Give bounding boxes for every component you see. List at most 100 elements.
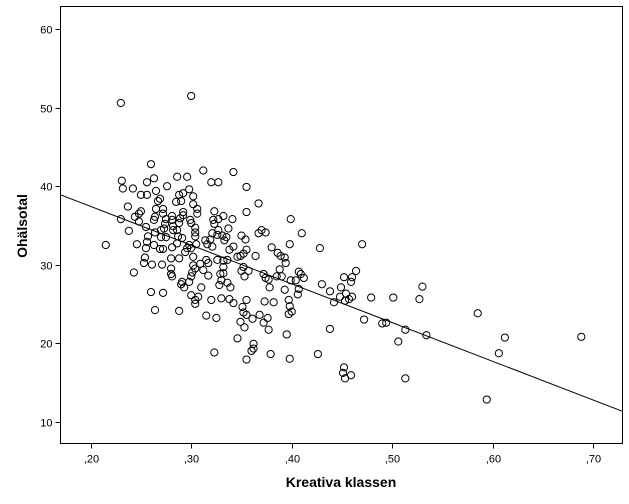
- data-point: [208, 242, 217, 251]
- data-point: [124, 226, 133, 235]
- data-point: [187, 272, 196, 281]
- data-point: [185, 277, 194, 286]
- data-point: [241, 235, 250, 244]
- data-point: [149, 240, 159, 250]
- data-point: [294, 284, 303, 294]
- data-point: [226, 283, 235, 292]
- data-point: [264, 275, 273, 284]
- x-tick-label: ,40: [285, 454, 300, 466]
- data-point: [175, 218, 184, 228]
- data-point: [473, 309, 482, 318]
- regression-line: [60, 194, 623, 412]
- data-point: [389, 293, 398, 302]
- data-point: [141, 222, 151, 232]
- data-point: [394, 337, 403, 346]
- data-point: [191, 232, 200, 241]
- data-point: [242, 207, 251, 217]
- data-point: [313, 349, 322, 359]
- data-point: [291, 276, 300, 285]
- x-tick-label: ,50: [385, 454, 400, 466]
- data-point: [276, 251, 285, 261]
- data-point: [191, 223, 200, 232]
- data-point: [215, 280, 224, 290]
- data-point: [219, 211, 228, 221]
- data-point: [294, 267, 303, 276]
- data-point: [187, 244, 196, 253]
- data-point: [176, 214, 185, 223]
- data-point: [167, 215, 177, 225]
- y-tick-label: 50: [40, 104, 52, 116]
- data-point: [224, 224, 233, 233]
- data-point: [169, 225, 178, 235]
- plot-frame: [60, 6, 623, 444]
- data-point: [238, 302, 247, 312]
- data-point: [339, 363, 349, 372]
- data-point: [263, 313, 272, 323]
- data-point: [247, 346, 256, 356]
- data-point: [293, 290, 302, 299]
- x-tick-label: ,30: [184, 454, 199, 466]
- data-point: [147, 260, 157, 269]
- data-point: [240, 272, 249, 281]
- data-point: [175, 306, 184, 316]
- data-point: [132, 240, 142, 249]
- data-point: [191, 228, 200, 237]
- data-point: [162, 182, 172, 191]
- data-point: [199, 166, 208, 175]
- data-point: [336, 283, 346, 292]
- data-point: [158, 204, 168, 214]
- data-point: [197, 283, 206, 292]
- data-point: [204, 271, 213, 280]
- data-point: [210, 207, 219, 216]
- data-point: [282, 330, 291, 339]
- data-point: [172, 197, 181, 206]
- data-point: [183, 172, 192, 181]
- data-point: [185, 185, 194, 194]
- data-point: [242, 182, 251, 192]
- data-point: [189, 192, 198, 201]
- data-point: [254, 199, 263, 208]
- data-point: [338, 368, 348, 377]
- data-point: [146, 160, 156, 169]
- x-tick-label: ,60: [486, 454, 501, 466]
- data-point: [204, 258, 213, 268]
- data-point: [351, 266, 361, 275]
- data-point: [261, 228, 270, 237]
- data-point: [219, 262, 228, 272]
- data-point: [117, 176, 126, 185]
- data-point: [482, 395, 491, 404]
- data-point: [236, 317, 245, 326]
- data-point: [347, 292, 357, 301]
- data-point: [158, 288, 168, 297]
- data-point: [265, 283, 274, 292]
- data-point: [382, 318, 391, 327]
- data-point: [209, 215, 218, 225]
- data-point: [210, 348, 219, 357]
- x-axis-title: Kreativa klassen: [286, 474, 397, 490]
- data-point: [153, 196, 163, 206]
- data-point: [242, 295, 251, 305]
- data-point: [118, 184, 127, 193]
- y-axis: 10 20 30 40 50 60: [40, 25, 61, 430]
- data-point: [181, 247, 190, 257]
- data-point: [187, 91, 196, 101]
- data-point: [281, 258, 290, 268]
- data-point: [415, 295, 424, 304]
- data-point: [233, 334, 242, 343]
- data-point: [378, 319, 387, 328]
- data-point: [222, 233, 231, 242]
- data-point: [180, 283, 189, 292]
- data-point: [269, 298, 278, 307]
- data-point: [418, 282, 427, 291]
- y-tick-label: 20: [40, 339, 52, 351]
- data-point: [149, 174, 159, 183]
- y-axis-title: Ohälsotal: [14, 194, 30, 258]
- data-point: [167, 243, 177, 252]
- data-point: [325, 287, 335, 296]
- data-point: [166, 264, 176, 273]
- data-point: [213, 255, 222, 265]
- data-point: [251, 251, 260, 261]
- data-point: [229, 167, 238, 177]
- data-point: [158, 244, 168, 254]
- x-tick-label: ,20: [84, 454, 99, 466]
